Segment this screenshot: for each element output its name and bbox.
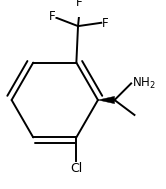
Text: Cl: Cl bbox=[70, 162, 83, 175]
Text: F: F bbox=[49, 10, 56, 23]
Text: F: F bbox=[102, 17, 109, 30]
Polygon shape bbox=[98, 96, 115, 104]
Text: F: F bbox=[76, 0, 83, 9]
Text: NH$_2$: NH$_2$ bbox=[132, 76, 156, 91]
